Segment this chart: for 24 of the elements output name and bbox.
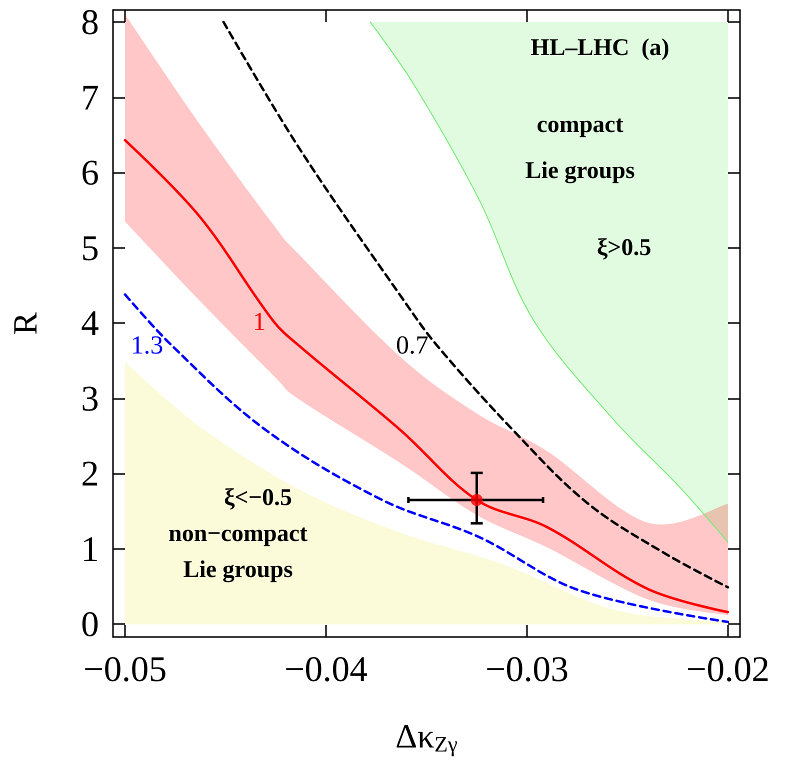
y-tick-label: 3 [81,378,99,418]
x-tick-label: −0.04 [284,649,368,689]
y-axis-title: R [8,312,44,335]
series-label: 1.3 [130,330,164,360]
x-tick-label: −0.02 [686,649,770,689]
annotation: non−compact Lie groups [168,521,308,583]
annotation: ξ<−0.5 [224,485,292,511]
y-tick-label: 0 [81,604,99,644]
x-tick-label: −0.03 [485,649,569,689]
y-tick-label: 8 [81,2,99,42]
y-tick-label: 2 [81,454,99,494]
x-tick-label: −0.05 [83,649,167,689]
y-tick-label: 4 [81,303,99,344]
annotation: compact Lie groups [525,112,635,184]
y-tick-label: 7 [81,77,99,118]
series-label: 1 [252,307,266,336]
line-series [124,293,730,624]
annotation: ξ>0.5 [596,235,652,261]
y-tick-label: 1 [81,528,99,569]
annotation: HL–LHC (a) [530,35,670,61]
line-series [124,138,730,614]
y-tick-label: 6 [81,152,99,193]
series-label: 0.7 [396,330,429,360]
y-tick-label: 5 [81,228,99,268]
